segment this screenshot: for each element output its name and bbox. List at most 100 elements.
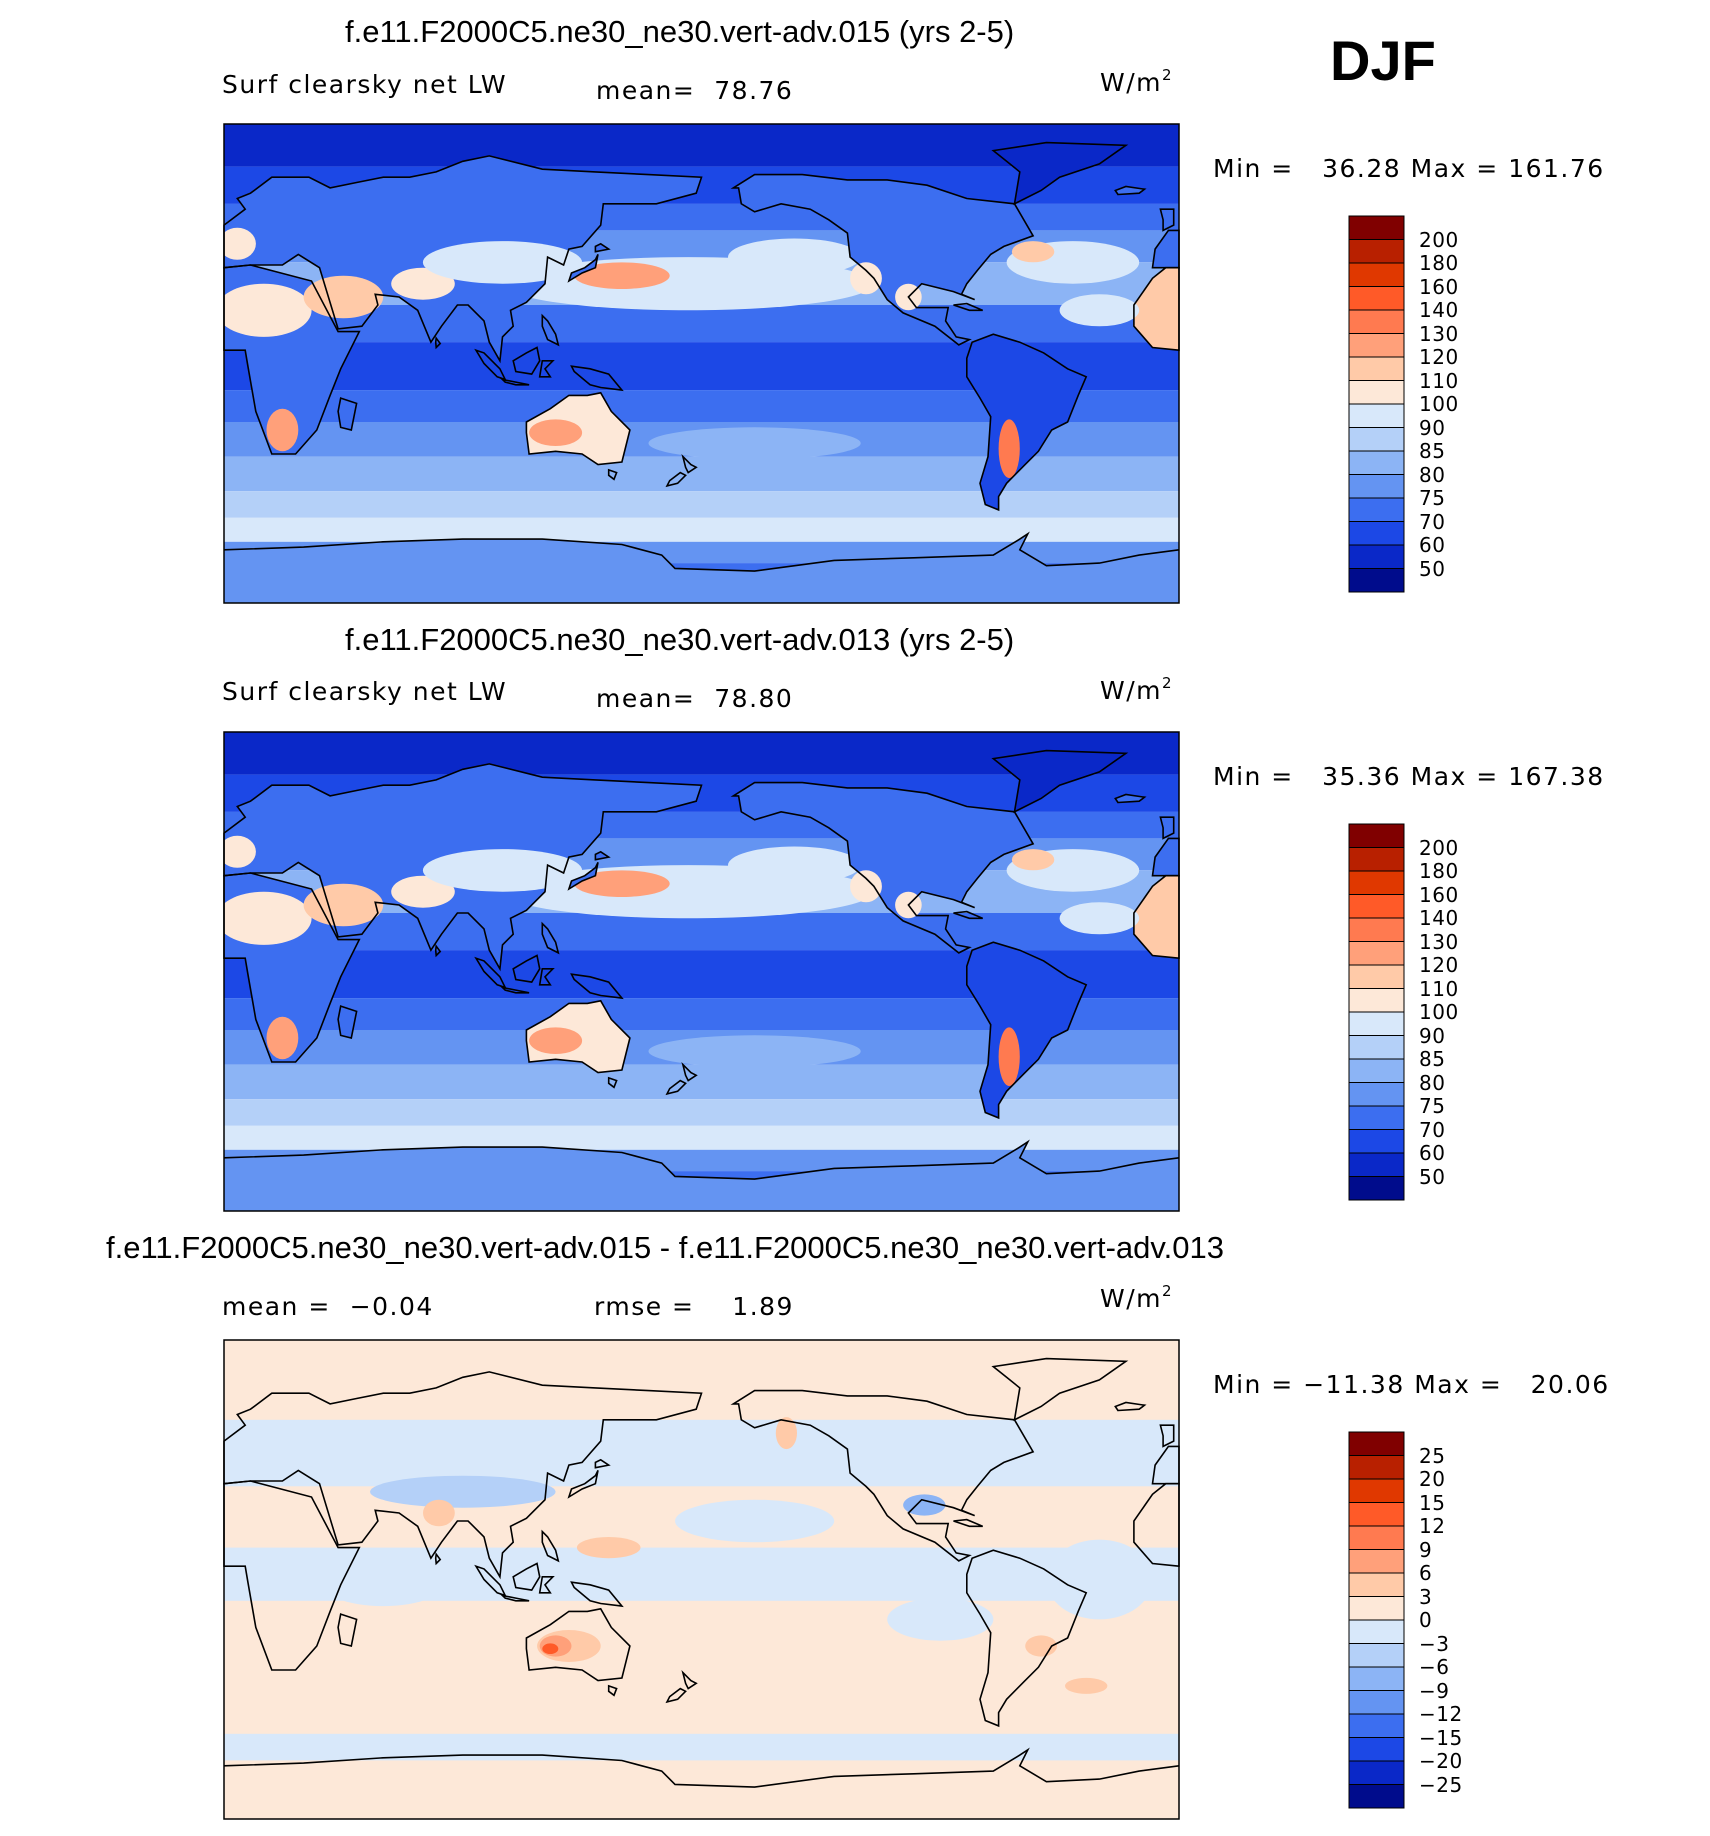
colorbar-tick-label: 50 [1419, 556, 1446, 581]
field-blob [1011, 849, 1055, 871]
field-blob [775, 1417, 798, 1450]
coastline-hokkaido [594, 1458, 611, 1469]
colorbar-swatch [1348, 1549, 1405, 1574]
coastline-java [499, 1594, 530, 1602]
panel-1-minmax: Min = 36.28 Max = 161.76 [1213, 154, 1605, 183]
colorbar-swatch [1348, 1058, 1405, 1083]
field-blob [224, 891, 312, 945]
coastline-antarctica [223, 1139, 1180, 1180]
colorbar-1 [1348, 215, 1405, 593]
coastline-japan [567, 254, 599, 283]
field-blob [728, 846, 861, 884]
panel-3-max-value: 20.06 [1530, 1370, 1610, 1399]
coastline-tasmania [607, 468, 618, 481]
colorbar-swatch [1348, 917, 1405, 942]
coastline-borneo [512, 954, 541, 983]
coastline-australia [525, 1607, 631, 1682]
coastline-africaW [1133, 266, 1180, 352]
coastline-americaN [730, 781, 1035, 954]
field-blob [391, 875, 455, 908]
colorbar-swatch [1348, 1572, 1405, 1597]
panel-2-max-value: 167.38 [1508, 762, 1605, 791]
field-blob [1065, 1677, 1108, 1694]
land-eurW [1152, 230, 1179, 268]
colorbar-tick-label: −3 [1419, 1631, 1450, 1656]
field-blob [1059, 902, 1140, 935]
field-blob [266, 408, 299, 452]
map-field-1 [224, 124, 1179, 603]
coastline-madagascar [337, 1005, 358, 1039]
field-blob [224, 283, 312, 337]
coastline-africa [223, 264, 361, 455]
panel-3-max-label: Max = [1414, 1370, 1503, 1399]
field-blob [266, 1016, 299, 1060]
field-blob [998, 419, 1020, 479]
coastline-srilanka [434, 1552, 442, 1566]
panel-2-units-exp: 2 [1162, 674, 1174, 692]
land-madagascar [338, 1006, 357, 1038]
panel-1-mean-label: mean= [596, 76, 696, 105]
map-frame [223, 731, 1180, 1212]
panel-1-max-label: Max = [1410, 154, 1499, 183]
field-band [224, 913, 1179, 951]
map-panel-2 [223, 731, 1180, 1212]
colorbar-tick-label: 70 [1419, 509, 1446, 534]
land-madagascar [338, 398, 357, 430]
land-americaN [733, 174, 1034, 345]
coastline-sulawesi [538, 1576, 555, 1594]
colorbar-tick-label: 140 [1419, 298, 1459, 322]
colorbar-tick-label: 90 [1419, 1023, 1446, 1048]
map-frame [223, 1339, 1180, 1820]
field-blob [303, 275, 384, 319]
coastline-nzN [681, 453, 698, 474]
map-panel-1 [223, 123, 1180, 604]
colorbar-swatch [1348, 1643, 1405, 1668]
field-blob [576, 1537, 641, 1559]
field-blob [648, 1035, 861, 1068]
colorbar-tick-label: −20 [1419, 1749, 1463, 1773]
panel-2-mean-label: mean= [596, 684, 696, 713]
colorbar-tick-label: −6 [1419, 1655, 1450, 1679]
colorbar-tick-label: −15 [1419, 1725, 1463, 1750]
colorbar-tick-label: 75 [1419, 1094, 1446, 1118]
land-antarctica [224, 533, 1179, 603]
coastline-nzS [665, 1687, 687, 1704]
colorbar-swatch [1348, 1011, 1405, 1036]
colorbar-swatch [1348, 450, 1405, 475]
panel-2-minmax: Min = 35.36 Max = 167.38 [1213, 762, 1605, 791]
panel-3-title: f.e11.F2000C5.ne30_ne30.vert-adv.015 - f… [106, 1230, 1224, 1265]
colorbar-swatch [1348, 333, 1405, 358]
colorbar-swatch [1348, 521, 1405, 546]
coastline-borneo [512, 1562, 541, 1591]
colorbar-swatch [1348, 239, 1405, 264]
colorbar-swatch [1348, 1760, 1405, 1785]
coastline-nzS [665, 471, 687, 488]
colorbar-tick-label: −9 [1419, 1678, 1450, 1703]
panel-2-title: f.e11.F2000C5.ne30_ne30.vert-adv.013 (yr… [345, 622, 1015, 657]
colorbar-swatch [1348, 1666, 1405, 1691]
panel-3-units: W/m2 [1100, 1282, 1173, 1313]
colorbar-swatch [1348, 1525, 1405, 1550]
coastline-africa [223, 872, 361, 1063]
field-band [224, 456, 1179, 492]
map-field-2 [224, 732, 1179, 1211]
colorbar-swatch [1348, 1619, 1405, 1644]
colorbar-swatch [1348, 1431, 1405, 1456]
colorbar-tick-label: 110 [1419, 368, 1459, 393]
coastline-iceland [1114, 793, 1147, 804]
land-japan [568, 862, 598, 889]
colorbar-swatch [1348, 988, 1405, 1013]
panel-1-units: W/m2 [1100, 66, 1173, 97]
coastline-philippines [541, 921, 560, 955]
panel-2-units: W/m2 [1100, 674, 1173, 705]
colorbar-tick-label: 130 [1419, 321, 1459, 346]
field-band [224, 1419, 1179, 1487]
field-blob [998, 1027, 1020, 1086]
panel-2-mean: mean= 78.80 [596, 684, 793, 713]
colorbar-tick-label: 120 [1419, 345, 1459, 369]
panel-1-title: f.e11.F2000C5.ne30_ne30.vert-adv.015 (yr… [345, 14, 1015, 49]
colorbar-tick-label: 120 [1419, 953, 1459, 977]
coastline-newguinea [570, 973, 624, 1000]
colorbar-swatch [1348, 262, 1405, 287]
field-blob [422, 241, 583, 284]
